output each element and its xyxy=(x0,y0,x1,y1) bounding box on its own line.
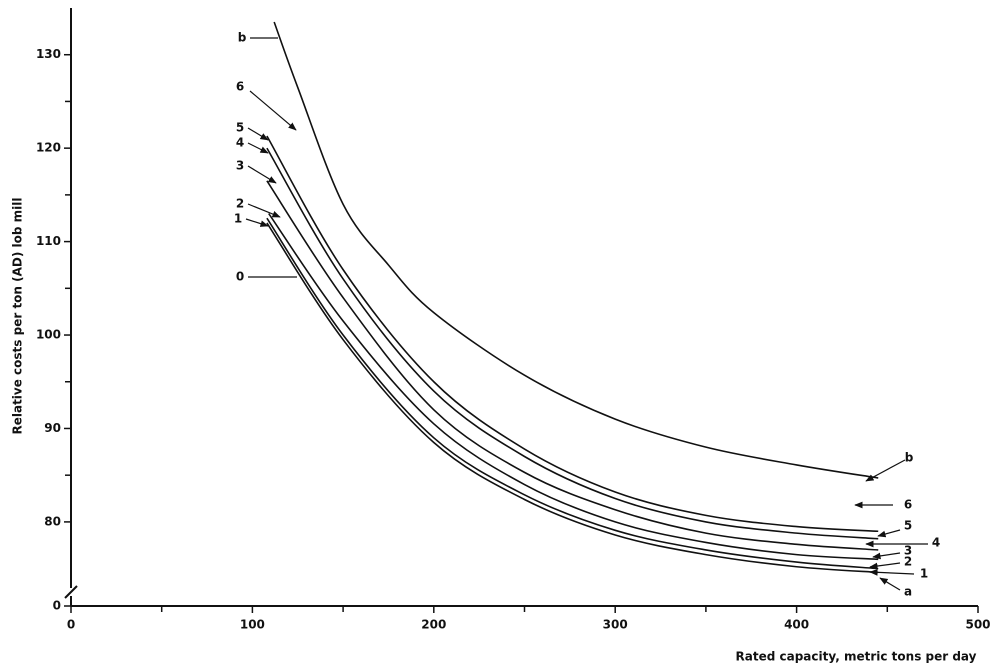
curve-label: 3 xyxy=(904,544,912,558)
axis-break xyxy=(64,585,78,599)
curve-label: 2 xyxy=(904,555,912,569)
curve-label: 1 xyxy=(920,567,928,581)
x-tick-label: 200 xyxy=(421,618,446,632)
curve-label: 0 xyxy=(236,270,244,284)
y-tick-label: 0 xyxy=(53,599,61,613)
label-leader xyxy=(869,562,901,570)
curve xyxy=(266,180,879,551)
y-tick-label: 110 xyxy=(36,234,61,248)
x-tick-label: 0 xyxy=(67,618,75,632)
label-leader xyxy=(872,552,901,560)
y-tick-label: 130 xyxy=(36,47,61,61)
curve-label: a xyxy=(904,585,912,599)
curve-label: b xyxy=(238,31,247,45)
y-tick-label: 80 xyxy=(44,514,61,528)
label-leader xyxy=(247,165,277,184)
curve xyxy=(268,213,879,561)
label-leader xyxy=(877,529,901,538)
x-tick-label: 300 xyxy=(603,618,628,632)
curve-label: 6 xyxy=(236,80,244,94)
curve-label: 5 xyxy=(904,519,912,533)
curve xyxy=(266,222,879,574)
y-tick-label: 90 xyxy=(44,421,61,435)
y-tick-label: 120 xyxy=(36,141,61,155)
curve xyxy=(266,135,879,533)
curve-label: 1 xyxy=(234,212,242,226)
label-leader xyxy=(865,459,906,482)
curve-label: 4 xyxy=(932,536,940,550)
y-axis-label: Relative costs per ton (AD) lob mill xyxy=(11,197,25,434)
label-leader xyxy=(247,127,269,141)
curve-label: 5 xyxy=(236,121,244,135)
label-leader xyxy=(247,203,281,218)
curve xyxy=(273,21,879,479)
label-leader xyxy=(879,577,901,591)
curve-label: 6 xyxy=(904,498,912,512)
curve-label: 2 xyxy=(236,197,244,211)
curve-label: 3 xyxy=(236,159,244,173)
curve-label: b xyxy=(905,451,914,465)
label-leader xyxy=(869,568,915,576)
y-tick-label: 100 xyxy=(36,328,61,342)
label-leader xyxy=(249,90,297,131)
x-axis-label: Rated capacity, metric tons per day xyxy=(736,650,977,664)
curve xyxy=(266,147,879,540)
x-tick-label: 400 xyxy=(784,618,809,632)
x-tick-label: 500 xyxy=(965,618,990,632)
curve xyxy=(266,217,879,570)
x-tick-label: 100 xyxy=(240,618,265,632)
curve-label: 4 xyxy=(236,136,244,150)
label-leader xyxy=(247,142,269,154)
label-leader xyxy=(245,218,269,227)
